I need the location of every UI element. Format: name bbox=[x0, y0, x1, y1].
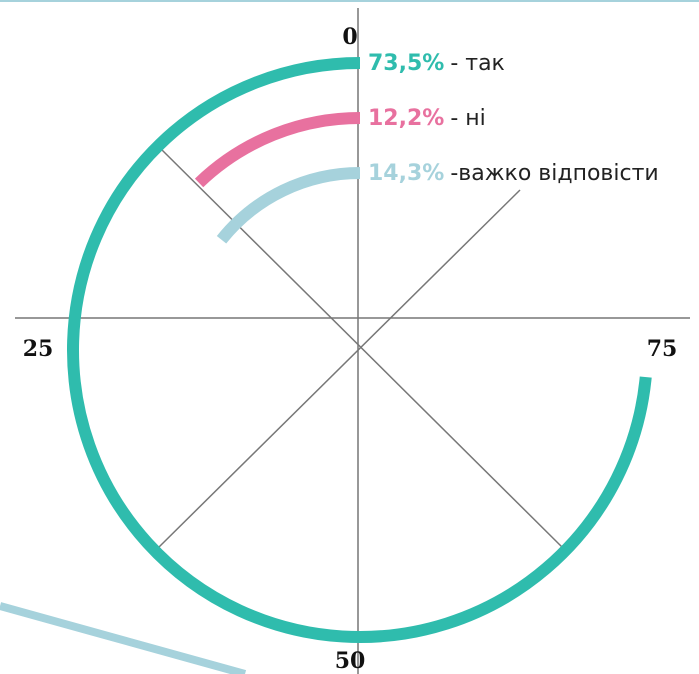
legend-item: 14,3% -важко відповісти bbox=[368, 161, 659, 186]
legend-item: 73,5% - так bbox=[368, 51, 505, 76]
legend-label: -важко відповісти bbox=[450, 161, 658, 186]
arc-bar bbox=[216, 167, 361, 244]
value-label: 14,3% bbox=[368, 161, 444, 186]
tick-label: 0 bbox=[342, 24, 357, 50]
legend-label: - так bbox=[450, 51, 505, 76]
legend-label: - ні bbox=[450, 106, 485, 131]
axis-line bbox=[157, 189, 521, 549]
legend-item: 12,2% - ні bbox=[368, 106, 486, 131]
decor-line bbox=[0, 602, 247, 674]
axes bbox=[15, 8, 690, 674]
tick-label: 50 bbox=[335, 648, 366, 674]
arc-bar bbox=[67, 57, 652, 643]
value-label: 12,2% bbox=[368, 106, 444, 131]
tick-label: 25 bbox=[23, 336, 54, 362]
arc-bar bbox=[194, 112, 361, 188]
axis-line bbox=[159, 147, 566, 551]
tick-label: 75 bbox=[647, 336, 678, 362]
value-label: 73,5% bbox=[368, 51, 444, 76]
